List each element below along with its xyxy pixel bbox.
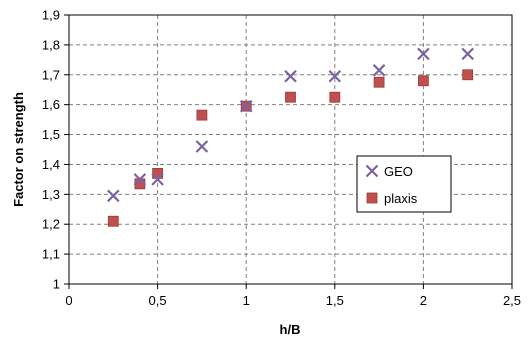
x-tick-label: 0,5 — [149, 293, 167, 308]
y-tick-label: 1,2 — [42, 217, 60, 232]
plaxis-point — [462, 69, 474, 81]
x-stroke — [372, 64, 386, 77]
geo-point — [133, 173, 147, 186]
x-axis-title: h/B — [280, 322, 301, 337]
y-tick-label: 1,6 — [42, 97, 60, 112]
x-stroke — [239, 99, 253, 113]
y-axis-tick-labels: 1 1,1 1,2 1,3 1,4 1,5 1,6 1,7 1,8 1,9 — [42, 8, 69, 292]
geo-point — [328, 69, 342, 83]
y-tick-label: 1,7 — [42, 67, 60, 82]
x-stroke — [365, 164, 379, 178]
y-tick-label: 1,3 — [42, 187, 60, 202]
y-tick-label: 1,4 — [42, 157, 60, 172]
y-tick-label: 1 — [53, 277, 60, 292]
series-geo — [107, 47, 474, 203]
legend-marker-plaxis — [366, 192, 378, 204]
legend-square-marker — [366, 192, 378, 204]
y-tick-label: 1,5 — [42, 127, 60, 142]
x-stroke — [328, 69, 342, 83]
geo-point — [151, 173, 164, 186]
geo-point — [195, 140, 209, 153]
plaxis-point — [285, 91, 296, 103]
plot-area-frame — [68, 14, 513, 285]
legend-marker-geo — [365, 164, 379, 178]
x-tick-label: 0 — [65, 293, 72, 308]
legend-label-plaxis: plaxis — [384, 191, 418, 206]
x-tick-label: 2,5 — [503, 293, 521, 308]
geo-point — [107, 189, 120, 203]
plaxis-point — [329, 91, 341, 103]
x-tick-label: 1,5 — [326, 293, 344, 308]
plaxis-point — [417, 75, 429, 87]
x-tick-label: 1 — [243, 293, 250, 308]
y-tick-label: 1,9 — [42, 8, 60, 23]
x-stroke — [195, 140, 209, 153]
legend: GEO plaxis — [356, 155, 452, 213]
plaxis-point — [107, 215, 119, 227]
x-stroke — [151, 173, 164, 186]
x-axis-tick-labels: 0 0,5 1 1,5 2 2,5 — [65, 284, 521, 308]
plaxis-point — [196, 109, 208, 121]
geo-point — [461, 47, 474, 61]
geo-point — [372, 64, 386, 77]
y-axis-title: Factor on strength — [11, 92, 26, 207]
x-stroke — [417, 47, 430, 61]
x-stroke — [107, 189, 120, 203]
plaxis-point — [373, 76, 385, 88]
y-tick-label: 1,8 — [42, 37, 60, 52]
y-tick-label: 1,1 — [42, 247, 60, 262]
geo-point — [417, 47, 430, 61]
grid-lines — [69, 15, 512, 284]
geo-point — [284, 69, 297, 83]
data-series — [107, 47, 474, 227]
legend-x-marker — [365, 164, 379, 178]
x-tick-label: 2 — [420, 293, 427, 308]
x-stroke — [461, 47, 474, 61]
legend-label-geo: GEO — [384, 164, 413, 179]
x-stroke — [284, 69, 297, 83]
geo-point — [239, 99, 253, 113]
x-stroke — [133, 173, 147, 186]
